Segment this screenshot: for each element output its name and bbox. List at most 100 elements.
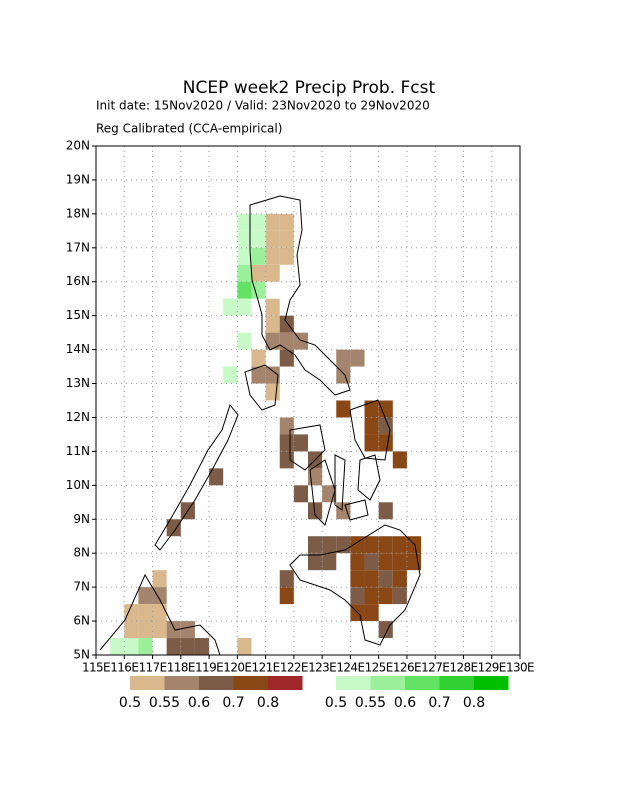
subtitle: Init date: 15Nov2020 / Valid: 23Nov2020 … [96, 99, 430, 113]
lat-tick-label: 11N [66, 444, 90, 458]
legend-swatch [474, 676, 509, 690]
prob-cell [392, 587, 407, 605]
lat-tick-label: 8N [73, 546, 90, 560]
prob-cell [279, 417, 294, 435]
legend-swatch [268, 676, 303, 690]
prob-cell [251, 247, 266, 265]
prob-cell [265, 366, 280, 384]
prob-cell [350, 570, 365, 588]
prob-cell [237, 264, 252, 282]
prob-cell [209, 468, 224, 486]
prob-cell [279, 230, 294, 248]
legend-label: 0.8 [257, 695, 279, 711]
prob-cell [378, 553, 393, 571]
prob-cell [152, 570, 167, 588]
cells [110, 213, 422, 655]
legend-swatch [405, 676, 440, 690]
prob-cell [265, 298, 280, 316]
prob-cell [251, 366, 266, 384]
prob-cell [279, 570, 294, 588]
prob-cell [364, 434, 379, 452]
prob-cell [152, 587, 167, 605]
prob-cell [194, 638, 210, 655]
prob-cell [293, 434, 308, 452]
coastline [244, 364, 279, 411]
lon-tick-label: 124E [336, 661, 364, 675]
map-frame [95, 145, 521, 656]
coastline [289, 424, 326, 471]
prob-cell [322, 553, 337, 571]
lon-tick-label: 117E [138, 661, 166, 675]
lat-tick-label: 15N [66, 308, 90, 322]
lat-tick-label: 5N [73, 648, 90, 662]
lat-tick-label: 9N [73, 512, 90, 526]
prob-cell [223, 298, 238, 316]
legend: 0.5 0.55 0.6 0.7 0.8 0.5 0.55 0.6 0.7 0.8 [119, 676, 509, 711]
legend-label: 0.55 [149, 695, 180, 711]
lon-tick-label: 129E [478, 661, 506, 675]
lat-tick-label: 17N [66, 240, 90, 254]
prob-cell [180, 621, 195, 639]
prob-cell [279, 451, 294, 469]
coastline [357, 454, 381, 501]
prob-cell [279, 587, 294, 605]
prob-cell [350, 553, 365, 571]
prob-cell [152, 604, 167, 622]
prob-cell [138, 604, 153, 622]
legend-swatch [336, 676, 371, 690]
lat-tick-label: 18N [66, 206, 90, 220]
coastline [249, 195, 351, 396]
prob-cell [350, 587, 365, 605]
lon-tick-label: 121E [252, 661, 280, 675]
prob-cell [308, 553, 323, 571]
prob-cell [265, 247, 280, 265]
prob-cell [166, 519, 181, 537]
prob-cell [237, 298, 252, 316]
prob-cell [237, 638, 252, 655]
coastline [344, 499, 369, 521]
lat-tick-label: 13N [66, 376, 90, 390]
prob-cell [279, 434, 294, 452]
prob-cell [378, 417, 393, 435]
prob-cell [392, 570, 407, 588]
prob-cell [265, 230, 280, 248]
lon-tick-label: 123E [308, 661, 336, 675]
prob-cell [124, 638, 139, 655]
lat-tick-label: 6N [73, 614, 90, 628]
lat-tick-label: 14N [66, 342, 90, 356]
legend-label: 0.5 [325, 695, 347, 711]
lon-tick-label: 116E [110, 661, 138, 675]
prob-cell [279, 315, 294, 333]
prob-cell [265, 332, 280, 350]
legend-label: 0.5 [119, 695, 141, 711]
prob-cell [166, 621, 181, 639]
prob-cell [364, 536, 379, 554]
prob-cell [378, 621, 393, 639]
prob-cell [265, 213, 280, 231]
prob-cell [223, 366, 238, 384]
prob-cell [237, 247, 252, 265]
lat-tick-label: 7N [73, 580, 90, 594]
legend-swatch [130, 676, 165, 690]
coastline [309, 459, 336, 526]
lon-tick-label: 122E [280, 661, 308, 675]
lon-tick-label: 128E [449, 661, 477, 675]
subtitle: Reg Calibrated (CCA-empirical) [96, 122, 282, 136]
prob-cell [350, 349, 365, 367]
lon-tick-label: 125E [365, 661, 393, 675]
prob-cell [336, 366, 351, 384]
prob-cell [237, 230, 252, 248]
legend-swatch [439, 676, 474, 690]
legend-label: 0.55 [355, 695, 386, 711]
prob-cell [279, 349, 294, 367]
prob-cell [392, 451, 407, 469]
legend-label: 0.8 [463, 695, 485, 711]
prob-cell [251, 230, 266, 248]
lat-tick-label: 10N [66, 478, 90, 492]
prob-cell [336, 349, 351, 367]
prob-cell [308, 536, 323, 554]
prob-cell [378, 570, 393, 588]
coastline [99, 573, 221, 656]
lon-tick-label: 115E [82, 661, 110, 675]
